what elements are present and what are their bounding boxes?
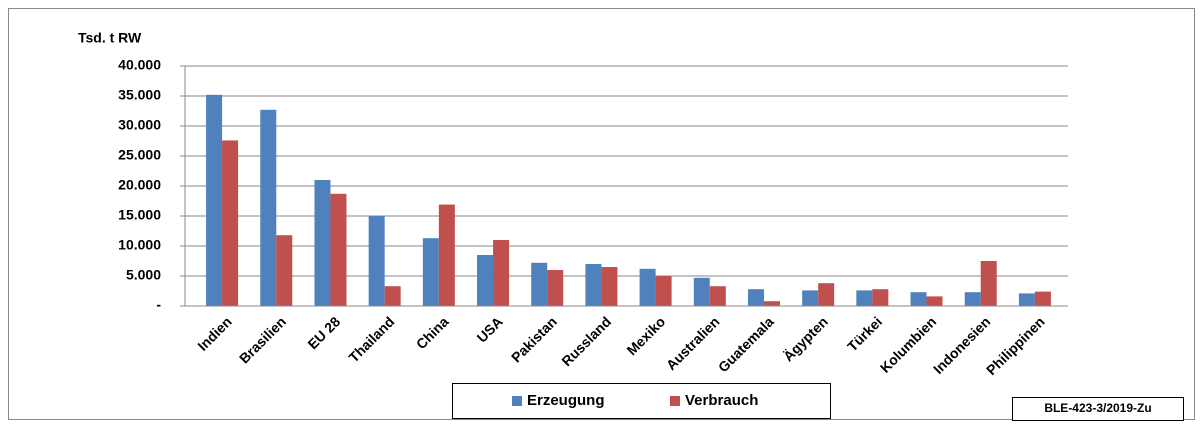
bar (709, 286, 726, 306)
bar (872, 289, 889, 306)
bar (802, 290, 819, 306)
bar (477, 255, 494, 306)
bar (422, 238, 439, 306)
bar (438, 204, 455, 306)
bar (585, 264, 602, 306)
y-tick-label: 35.000 (118, 87, 161, 103)
y-tick-label: 30.000 (118, 117, 161, 133)
bar (547, 270, 564, 306)
source-note: BLE-423-3/2019-Zu (1044, 401, 1151, 415)
bar (493, 240, 510, 306)
source-box (1012, 397, 1184, 421)
legend-label: Verbrauch (685, 392, 758, 409)
bar (276, 235, 293, 306)
bar (1018, 293, 1035, 306)
bar (531, 262, 548, 306)
bar (601, 267, 618, 306)
bar (964, 292, 981, 306)
bar (384, 286, 401, 306)
legend-box (452, 383, 831, 419)
bar (818, 283, 835, 306)
y-tick-label: 5.000 (126, 267, 161, 283)
bar (763, 301, 780, 306)
bar (260, 109, 277, 306)
bar (693, 277, 710, 306)
y-tick-label: 10.000 (118, 237, 161, 253)
bar (368, 216, 385, 306)
bar (330, 193, 347, 306)
bar (222, 140, 239, 306)
legend-swatch (670, 396, 680, 406)
legend-label: Erzeugung (527, 392, 605, 409)
bar (314, 180, 331, 306)
y-axis-label: Tsd. t RW (78, 30, 142, 46)
bar (910, 292, 927, 306)
bar (747, 289, 764, 306)
bar (206, 94, 223, 306)
legend-swatch (512, 396, 522, 406)
y-tick-label: 25.000 (118, 147, 161, 163)
bar (926, 296, 943, 306)
y-tick-label: - (156, 297, 161, 313)
y-tick-label: 15.000 (118, 207, 161, 223)
bar (655, 276, 672, 306)
bar (980, 261, 997, 306)
bar (1034, 291, 1051, 306)
y-tick-label: 20.000 (118, 177, 161, 193)
y-tick-label: 40.000 (118, 57, 161, 73)
bar (639, 268, 656, 306)
chart-frame (8, 8, 1195, 420)
bar (856, 290, 873, 306)
